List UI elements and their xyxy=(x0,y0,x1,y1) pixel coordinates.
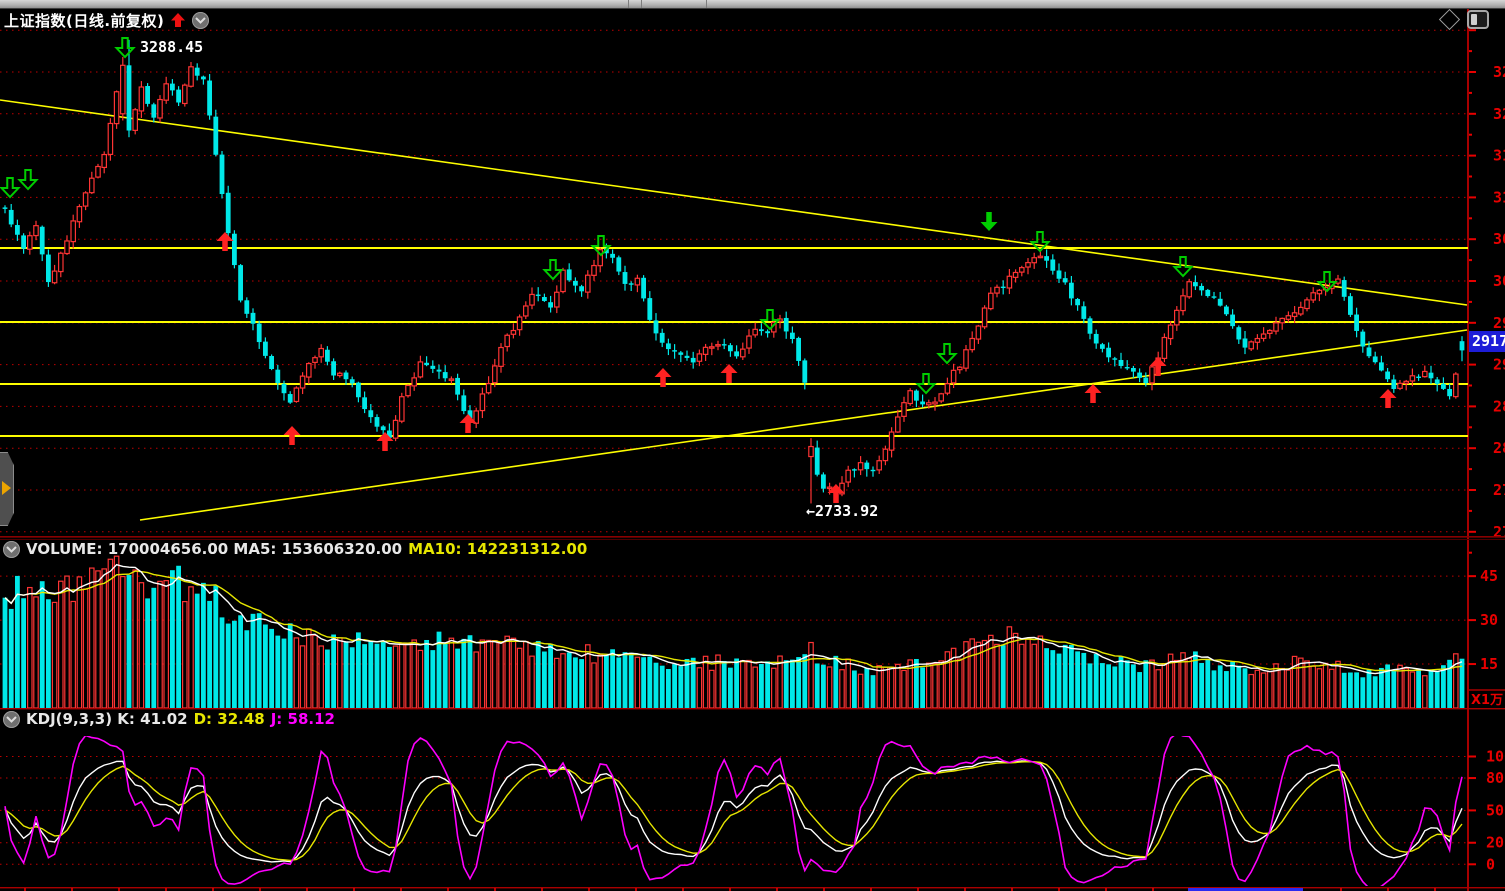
diamond-icon[interactable] xyxy=(1438,8,1461,31)
svg-text:80: 80 xyxy=(1486,769,1504,787)
volume-pane-header: VOLUME: 170004656.00 MA5: 153606320.00 M… xyxy=(3,540,587,558)
svg-text:2950: 2950 xyxy=(1493,314,1505,332)
svg-text:←2733.92: ←2733.92 xyxy=(806,502,878,520)
panel-toggle-icon[interactable] xyxy=(1467,10,1489,29)
kdj-pane-header: KDJ(9,3,3) K: 41.02 D: 32.48 J: 58.12 xyxy=(3,710,335,728)
svg-text:100: 100 xyxy=(1486,748,1505,766)
volume-ma-lines xyxy=(4,563,1463,675)
last-price-tag: 2917 xyxy=(1469,331,1505,352)
svg-text:3288.45: 3288.45 xyxy=(140,38,203,56)
trendline xyxy=(0,99,1468,306)
candlesticks xyxy=(2,39,1465,504)
svg-text:30: 30 xyxy=(1480,611,1498,629)
price-extreme-labels: 3288.45 ←2733.92 xyxy=(140,38,878,520)
window-corner-icons xyxy=(1438,8,1489,31)
svg-text:2750: 2750 xyxy=(1493,481,1505,499)
expand-triangle-icon xyxy=(2,481,11,495)
svg-text:2850: 2850 xyxy=(1493,397,1505,415)
kdj-j-value: J: 58.12 xyxy=(270,710,335,728)
sidebar-expand-handle[interactable] xyxy=(0,452,14,526)
chart-title: 上证指数(日线.前复权) xyxy=(4,11,165,30)
top-strip-divider xyxy=(706,0,707,8)
svg-text:45: 45 xyxy=(1480,567,1498,585)
kdj-gridlines: 100 80 50 20 0 xyxy=(0,748,1505,873)
top-strip-divider xyxy=(628,0,629,8)
svg-text:3150: 3150 xyxy=(1493,147,1505,165)
volume-values: VOLUME: 170004656.00 MA5: 153606320.00 xyxy=(26,540,403,558)
svg-text:2700: 2700 xyxy=(1493,523,1505,541)
window-top-strip xyxy=(0,0,1505,9)
kdj-lines xyxy=(4,736,1463,886)
collapse-volume-pane-icon[interactable] xyxy=(3,540,20,558)
signal-arrows xyxy=(0,37,1397,503)
volume-ma10-value: MA10: 142231312.00 xyxy=(408,540,588,558)
panel-toggle-fill xyxy=(1471,14,1477,25)
svg-text:20: 20 xyxy=(1486,834,1504,852)
kdj-k-value: KDJ(9,3,3) K: 41.02 xyxy=(26,710,188,728)
scrollbar-thumb[interactable] xyxy=(1188,888,1303,891)
svg-text:X1万: X1万 xyxy=(1471,693,1503,708)
kdj-d-value: D: 32.48 xyxy=(193,710,265,728)
svg-text:3000: 3000 xyxy=(1493,272,1505,290)
svg-text:3050: 3050 xyxy=(1493,230,1505,248)
svg-text:3200: 3200 xyxy=(1493,105,1505,123)
top-strip-divider xyxy=(641,0,642,8)
svg-text:2900: 2900 xyxy=(1493,356,1505,374)
svg-text:3100: 3100 xyxy=(1493,188,1505,206)
pane-separators xyxy=(0,536,1505,889)
trendline xyxy=(139,329,1468,521)
svg-text:0: 0 xyxy=(1486,855,1495,873)
up-arrow-icon xyxy=(171,13,186,27)
collapse-kdj-pane-icon[interactable] xyxy=(3,710,20,728)
volume-bars xyxy=(2,555,1465,708)
support-resistance-lines xyxy=(0,247,1468,437)
svg-text:3250: 3250 xyxy=(1493,63,1505,81)
main-pane-header: 上证指数(日线.前复权) xyxy=(4,10,210,30)
collapse-main-pane-icon[interactable] xyxy=(192,11,210,29)
svg-text:2800: 2800 xyxy=(1493,439,1505,457)
svg-text:50: 50 xyxy=(1486,801,1504,819)
svg-text:15: 15 xyxy=(1480,655,1498,673)
price-gridlines: 3250 3200 3150 3100 3050 3000 2950 2900 2850 2800… xyxy=(0,29,1505,554)
volume-gridlines: 45 30 15 X1万 xyxy=(0,567,1503,708)
